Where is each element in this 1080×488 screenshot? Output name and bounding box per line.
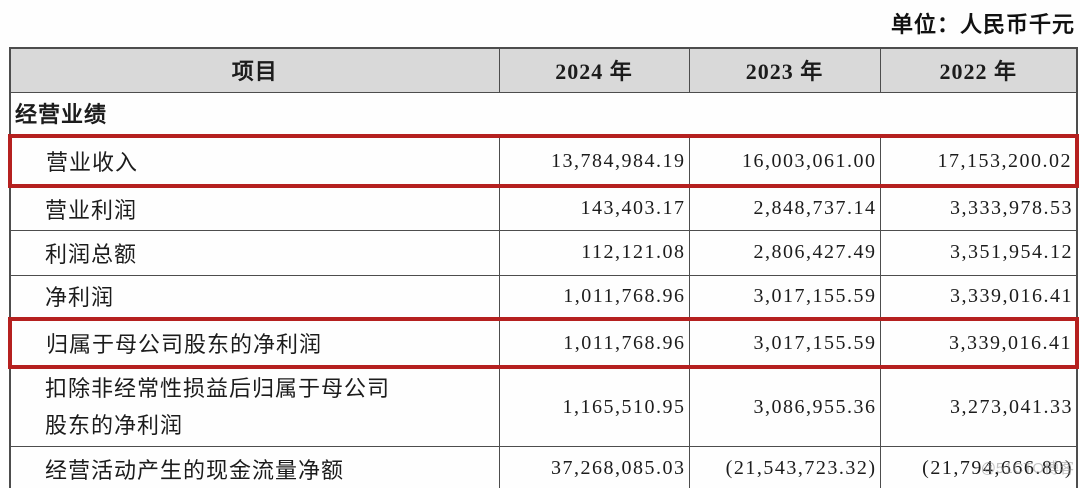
cell-value-2022: (21,794,666.80) [879, 445, 1078, 488]
cell-value-2024: 1,011,768.96 [498, 317, 690, 369]
cell-value-2024: 143,403.17 [498, 185, 690, 231]
row-label: 归属于母公司股东的净利润 [8, 317, 500, 369]
cell-value-2023: 2,806,427.49 [688, 229, 881, 276]
row-label: 营业利润 [9, 185, 500, 231]
cell-value-2022: 3,333,978.53 [879, 185, 1078, 231]
col-header-2022: 2022 年 [879, 47, 1078, 93]
cell-value-2023: 2,848,737.14 [688, 185, 881, 231]
row-label: 营业收入 [8, 134, 500, 188]
cell-value-2023: (21,543,723.32) [688, 445, 881, 488]
table-row-total-profit: 利润总额 112,121.08 2,806,427.49 3,351,954.1… [9, 229, 1078, 276]
cell-value-2024: 1,165,510.95 [498, 366, 690, 447]
cell-value-2024: 112,121.08 [498, 229, 690, 276]
cell-value-2023: 3,017,155.59 [688, 317, 881, 369]
col-header-2023: 2023 年 [688, 47, 881, 93]
cell-value-2024: 13,784,984.19 [498, 134, 690, 188]
section-title: 经营业绩 [9, 91, 1078, 137]
cell-value-2023: 3,017,155.59 [688, 274, 881, 320]
row-label: 利润总额 [9, 229, 500, 276]
row-label: 经营活动产生的现金流量净额 [9, 445, 500, 488]
financial-table: 项目 2024 年 2023 年 2022 年 经营业绩 营业收入 13,784… [8, 47, 1079, 488]
unit-note: 单位：人民币千元 [890, 12, 1075, 37]
table-row-operating-cash-flow: 经营活动产生的现金流量净额 37,268,085.03 (21,543,723.… [9, 445, 1078, 488]
table-row-net-profit: 净利润 1,011,768.96 3,017,155.59 3,339,016.… [9, 274, 1078, 320]
cell-value-2022: 3,339,016.41 [879, 317, 1079, 369]
table-row-net-profit-excl-nonrecurring: 扣除非经常性损益后归属于母公司股东的净利润 1,165,510.95 3,086… [9, 366, 1078, 447]
col-header-2024: 2024 年 [498, 47, 690, 93]
cell-value-2022: 3,339,016.41 [879, 274, 1078, 320]
row-label: 扣除非经常性损益后归属于母公司股东的净利润 [45, 376, 391, 439]
table-row-revenue: 营业收入 13,784,984.19 16,003,061.00 17,153,… [8, 134, 1079, 188]
col-header-item: 项目 [9, 47, 500, 93]
table-row-operating-profit: 营业利润 143,403.17 2,848,737.14 3,333,978.5… [9, 185, 1078, 231]
cell-value-2024: 1,011,768.96 [498, 274, 690, 320]
cell-value-2023: 3,086,955.36 [688, 366, 881, 447]
cell-value-2022: 3,273,041.33 [879, 366, 1078, 447]
table-row-net-profit-parent: 归属于母公司股东的净利润 1,011,768.96 3,017,155.59 3… [8, 317, 1079, 369]
table-header-row: 项目 2024 年 2023 年 2022 年 [9, 47, 1078, 93]
cell-value-2024: 37,268,085.03 [498, 445, 690, 488]
cell-value-2022: 17,153,200.02 [879, 134, 1079, 188]
section-row-operating-results: 经营业绩 [9, 91, 1078, 137]
row-label: 净利润 [9, 274, 500, 320]
cell-value-2022: 3,351,954.12 [879, 229, 1078, 276]
cell-value-2023: 16,003,061.00 [688, 134, 881, 188]
